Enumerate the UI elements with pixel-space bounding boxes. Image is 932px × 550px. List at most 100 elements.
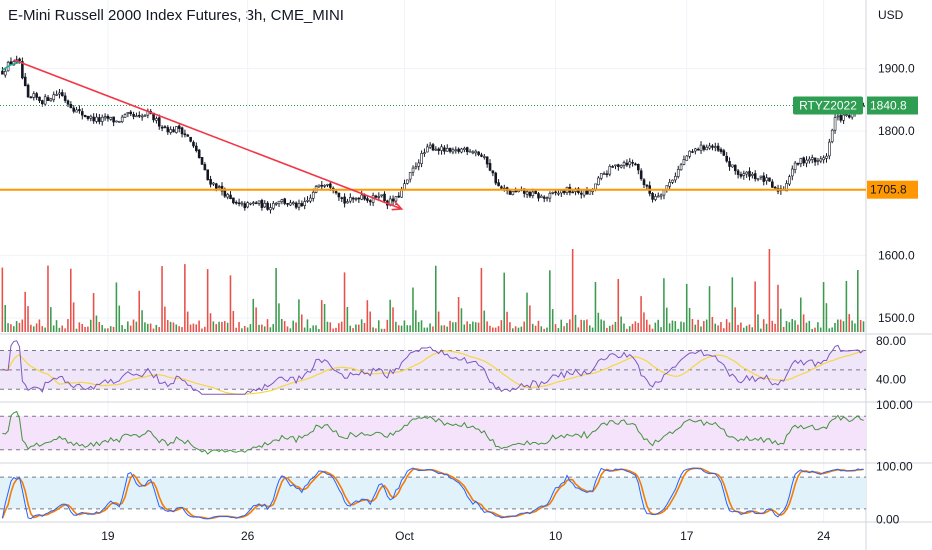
volume-bar — [226, 322, 229, 332]
candle-body — [209, 179, 212, 185]
volume-bar — [166, 320, 169, 332]
candle-body — [123, 114, 127, 118]
candle-body — [454, 149, 458, 152]
candle-body — [691, 151, 694, 153]
volume-bar — [708, 286, 711, 332]
volume-bar — [731, 277, 734, 332]
rsi-line — [2, 340, 864, 395]
volume-bar — [506, 311, 508, 332]
mfi-band — [0, 416, 866, 450]
volume-bar — [688, 307, 691, 332]
candle-body — [280, 199, 284, 202]
volume-bar — [777, 284, 779, 332]
candle-body — [525, 191, 529, 195]
volume-bar — [198, 320, 200, 332]
volume-bar — [452, 322, 454, 332]
volume-bar — [158, 327, 160, 332]
candle-body — [417, 162, 421, 167]
candle-body — [845, 114, 848, 116]
stoch-tick-label: 100.00 — [876, 460, 913, 474]
volume-bar — [819, 327, 822, 332]
volume-bar — [754, 281, 756, 332]
candle-body — [334, 191, 338, 194]
volume-bar — [620, 316, 622, 332]
candle-body — [272, 203, 275, 209]
volume-bar — [186, 311, 189, 332]
candle-body — [220, 185, 224, 192]
volume-bars — [1, 249, 865, 332]
volume-bar — [549, 270, 551, 332]
volume-bar — [298, 299, 300, 332]
indicator-lines — [1, 340, 864, 520]
candle-body — [309, 197, 312, 202]
candle-body — [326, 184, 329, 186]
volume-bar — [571, 249, 574, 332]
volume-bar — [272, 324, 275, 332]
candle-body — [391, 198, 395, 202]
volume-bar — [597, 312, 600, 332]
candle-body — [374, 195, 378, 198]
candle-body — [477, 151, 480, 155]
volume-bar — [400, 325, 403, 332]
volume-bar — [780, 308, 782, 332]
candle-body — [286, 203, 289, 205]
candle-body — [229, 194, 232, 200]
volume-bar — [611, 324, 614, 332]
volume-bar — [349, 325, 352, 332]
volume-bar — [814, 327, 816, 332]
volume-bar — [255, 307, 257, 332]
candle-body — [115, 120, 118, 123]
volume-bar — [30, 324, 32, 332]
volume-bar — [218, 321, 220, 332]
candle-body — [762, 175, 766, 182]
volume-bar — [765, 323, 768, 332]
candle-body — [728, 161, 731, 167]
volume-bar — [774, 323, 776, 332]
volume-bar — [252, 298, 255, 332]
candle-body — [465, 147, 469, 153]
volume-bar — [628, 326, 631, 332]
candle-body — [140, 115, 144, 118]
volume-bar — [660, 327, 662, 332]
volume-bar — [799, 297, 802, 332]
mfi-tick-label: 100.00 — [876, 398, 913, 412]
candle-body — [511, 191, 515, 195]
time-tick-label: 24 — [817, 529, 831, 543]
volume-bar — [204, 326, 206, 332]
volume-bar — [358, 324, 360, 332]
volume-bar — [457, 297, 460, 332]
candle-body — [702, 145, 706, 150]
stoch-band — [0, 477, 866, 509]
chart-title: E-Mini Russell 2000 Index Futures, 3h, C… — [8, 7, 344, 24]
mfi-line — [2, 410, 864, 455]
candle-body — [377, 196, 381, 198]
stoch-tick-label: 0.00 — [876, 512, 900, 526]
candle-body — [283, 198, 287, 204]
volume-bar — [762, 319, 765, 332]
candle-body — [394, 196, 398, 202]
volume-bar — [221, 321, 223, 332]
volume-bar — [50, 307, 52, 332]
candle-body — [685, 155, 689, 161]
candle-body — [306, 200, 309, 202]
last-price-tag-bg — [867, 96, 918, 115]
candle-body — [214, 183, 218, 189]
volume-bar — [115, 282, 118, 332]
volume-bar — [546, 327, 548, 332]
candle-body — [226, 194, 229, 198]
currency-label: USD — [878, 8, 904, 22]
candle-body — [223, 190, 227, 197]
rsi-ma-line — [2, 350, 864, 395]
volume-bar — [711, 316, 714, 332]
candle-body — [619, 165, 623, 168]
candle-body — [793, 162, 797, 170]
volume-bar — [201, 328, 203, 332]
volume-bar — [172, 322, 175, 332]
volume-bar — [857, 270, 859, 332]
volume-bar — [426, 327, 429, 332]
volume-bar — [269, 327, 272, 332]
candle-body — [557, 192, 560, 195]
volume-bar — [494, 327, 497, 332]
time-tick-label: 19 — [101, 529, 115, 543]
